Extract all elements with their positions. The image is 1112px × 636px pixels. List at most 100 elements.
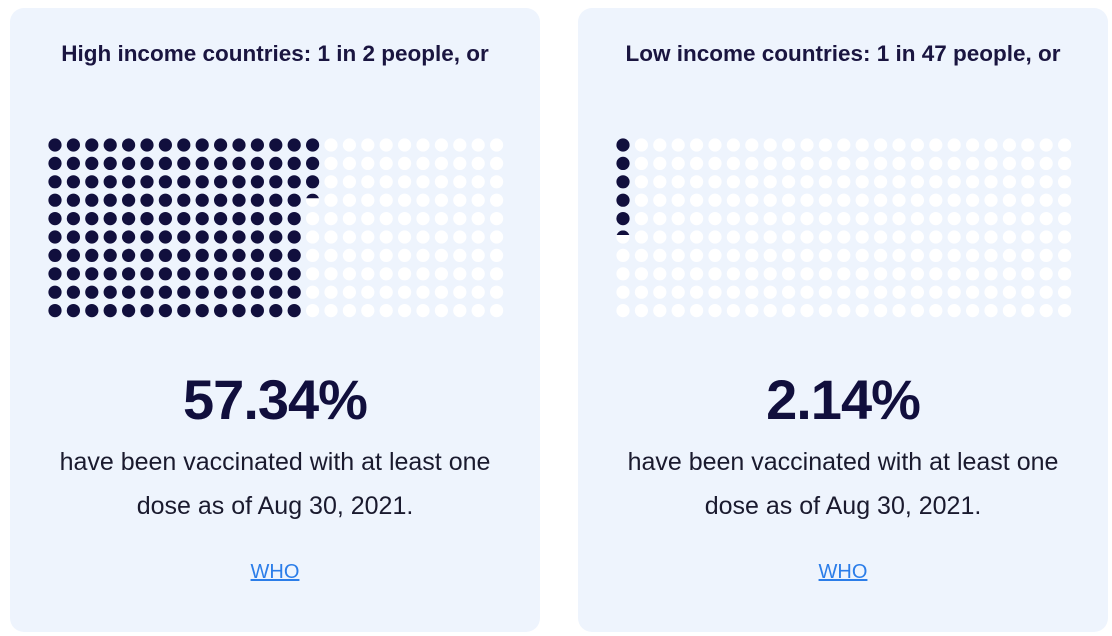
- waffle-dot: [1021, 304, 1035, 318]
- waffle-dot: [85, 304, 99, 318]
- waffle-dot: [910, 193, 924, 207]
- waffle-dot: [653, 230, 667, 244]
- waffle-dot: [195, 138, 209, 152]
- waffle-dot: [195, 285, 209, 299]
- waffle-dot: [892, 212, 906, 226]
- waffle-dot: [818, 212, 832, 226]
- waffle-dot: [800, 230, 814, 244]
- waffle-dot: [122, 267, 136, 281]
- waffle-dot: [892, 304, 906, 318]
- waffle-dot: [214, 230, 228, 244]
- waffle-dot: [1002, 230, 1016, 244]
- waffle-dot: [250, 267, 264, 281]
- waffle-dot: [66, 212, 80, 226]
- waffle-dot: [966, 156, 980, 170]
- waffle-dot: [800, 248, 814, 262]
- waffle-dot: [453, 267, 467, 281]
- waffle-dot: [398, 304, 412, 318]
- waffle-dot: [250, 138, 264, 152]
- waffle-dot: [361, 304, 375, 318]
- waffle-dot: [379, 285, 393, 299]
- waffle-dot: [232, 267, 246, 281]
- waffle-dot: [800, 267, 814, 281]
- waffle-dot: [1021, 267, 1035, 281]
- waffle-dot: [671, 304, 685, 318]
- waffle-dot: [837, 230, 851, 244]
- waffle-dot: [910, 175, 924, 189]
- waffle-dot: [287, 230, 301, 244]
- waffle-dot: [929, 267, 943, 281]
- waffle-dot: [929, 248, 943, 262]
- waffle-dot: [85, 138, 99, 152]
- source-link[interactable]: WHO: [250, 561, 300, 583]
- waffle-dot: [398, 212, 412, 226]
- waffle-dot: [874, 267, 888, 281]
- waffle-dot: [874, 175, 888, 189]
- waffle-dot: [66, 156, 80, 170]
- waffle-dot: [966, 248, 980, 262]
- waffle-dot: [708, 267, 722, 281]
- waffle-dot: [966, 193, 980, 207]
- waffle-dot: [103, 248, 117, 262]
- waffle-dot: [250, 212, 264, 226]
- waffle-dot: [453, 156, 467, 170]
- waffle-dot: [416, 304, 430, 318]
- waffle-dot: [1002, 175, 1016, 189]
- waffle-dot: [379, 212, 393, 226]
- waffle-dot: [837, 304, 851, 318]
- waffle-dot: [398, 248, 412, 262]
- waffle-dot: [800, 285, 814, 299]
- source-container: WHO: [10, 558, 540, 586]
- waffle-dot: [416, 267, 430, 281]
- waffle-dot: [250, 285, 264, 299]
- waffle-dot: [66, 175, 80, 189]
- waffle-dot: [653, 248, 667, 262]
- waffle-dot: [287, 175, 301, 189]
- waffle-dot: [671, 193, 685, 207]
- waffle-dot: [232, 248, 246, 262]
- waffle-dot: [177, 248, 191, 262]
- waffle-dot: [85, 175, 99, 189]
- waffle-dot: [874, 285, 888, 299]
- waffle-dot: [745, 156, 759, 170]
- waffle-dot: [929, 230, 943, 244]
- waffle-dot: [690, 248, 704, 262]
- waffle-dot: [782, 230, 796, 244]
- waffle-dot: [690, 304, 704, 318]
- waffle-dot: [361, 193, 375, 207]
- waffle-dot: [653, 138, 667, 152]
- waffle-dot: [929, 285, 943, 299]
- waffle-dot: [453, 304, 467, 318]
- waffle-dot: [122, 230, 136, 244]
- waffle-dot: [1058, 248, 1072, 262]
- waffle-dot: [1021, 175, 1035, 189]
- waffle-dot: [214, 267, 228, 281]
- waffle-dot: [195, 175, 209, 189]
- waffle-dot: [232, 230, 246, 244]
- waffle-dot: [892, 248, 906, 262]
- waffle-dot: [690, 175, 704, 189]
- waffle-dot: [690, 285, 704, 299]
- waffle-dot: [726, 138, 740, 152]
- waffle-dot: [250, 175, 264, 189]
- waffle-dot: [653, 285, 667, 299]
- waffle-dot: [434, 156, 448, 170]
- waffle-dot: [361, 285, 375, 299]
- waffle-dot: [195, 304, 209, 318]
- waffle-dot: [1002, 156, 1016, 170]
- waffle-dot: [763, 138, 777, 152]
- waffle-dot: [122, 193, 136, 207]
- waffle-dot: [855, 230, 869, 244]
- waffle-dot: [745, 212, 759, 226]
- waffle-dot: [800, 193, 814, 207]
- waffle-dot: [947, 175, 961, 189]
- waffle-dot: [287, 285, 301, 299]
- waffle-dot: [471, 175, 485, 189]
- waffle-dot: [910, 285, 924, 299]
- waffle-dot: [966, 212, 980, 226]
- waffle-dot: [361, 212, 375, 226]
- waffle-dot: [726, 175, 740, 189]
- waffle-dot: [818, 156, 832, 170]
- source-link[interactable]: WHO: [818, 561, 868, 583]
- waffle-dot: [634, 138, 648, 152]
